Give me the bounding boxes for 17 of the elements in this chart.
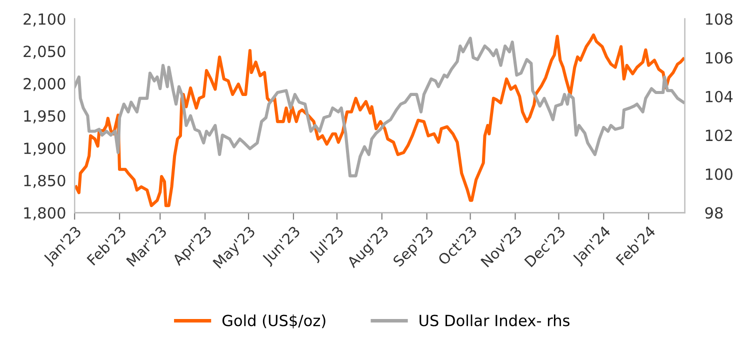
legend-label: US Dollar Index- rhs bbox=[420, 314, 570, 326]
y-tick-label: 2,050 bbox=[24, 46, 66, 59]
y2-tick-label: 102 bbox=[706, 130, 732, 142]
y-tick-label: 1,850 bbox=[24, 174, 66, 188]
y-tick-label: 2,100 bbox=[24, 13, 66, 26]
y2-tick-label: 106 bbox=[706, 52, 732, 64]
y2-tick-label: 108 bbox=[706, 13, 732, 25]
y2-tick-label: 98 bbox=[705, 207, 723, 219]
y-tick-label: 2,000 bbox=[24, 78, 66, 92]
y2-tick-label: 100 bbox=[706, 168, 732, 180]
y-tick-label: 1,900 bbox=[24, 142, 66, 156]
y2-tick-label: 104 bbox=[706, 90, 733, 102]
legend-label: Gold (US$/oz) bbox=[222, 314, 326, 328]
y-tick-label: 1,800 bbox=[24, 207, 66, 220]
y-tick-label: 1,950 bbox=[24, 110, 66, 124]
line-series bbox=[74, 36, 685, 178]
line-series bbox=[74, 33, 685, 208]
